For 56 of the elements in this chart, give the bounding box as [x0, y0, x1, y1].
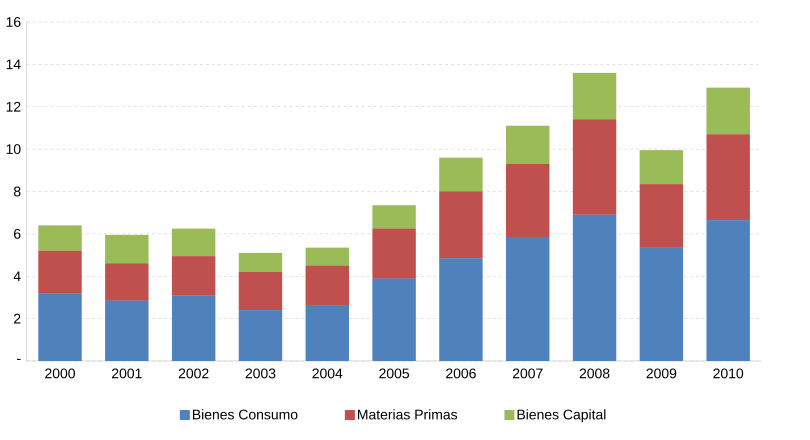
bar [105, 234, 149, 264]
x-tick-label: 2008 [580, 368, 610, 378]
bar [506, 126, 550, 164]
x-tick-label: 2006 [446, 368, 476, 378]
y-tick-label: 16 [6, 17, 20, 27]
legend-label: Materias Primas [358, 409, 458, 420]
bar [572, 119, 616, 215]
bar [439, 158, 483, 192]
bar [306, 306, 349, 361]
x-tick-label: 2009 [646, 368, 676, 378]
y-tick-label: 8 [14, 186, 20, 196]
bar [38, 293, 82, 361]
bar [640, 184, 684, 248]
bar [506, 237, 550, 361]
bar [372, 228, 416, 278]
y-tick-label: - [17, 358, 20, 360]
y-tick-label: 14 [6, 60, 21, 70]
bar [706, 134, 750, 220]
legend-label: Bienes Capital [518, 409, 606, 422]
bar [306, 248, 349, 266]
bar [38, 250, 82, 294]
bar [372, 205, 416, 229]
bar [640, 150, 684, 184]
y-tick-label: 12 [6, 102, 20, 112]
x-tick-label: 2004 [312, 368, 342, 378]
bar [506, 164, 550, 238]
y-tick-label: 6 [14, 228, 20, 239]
legend-label: Bienes Consumo [192, 409, 298, 420]
x-tick-label: 2003 [246, 368, 276, 378]
x-tick-label: 2000 [45, 368, 75, 378]
x-tick-label: 2001 [112, 368, 142, 378]
bar [172, 256, 216, 296]
bar [640, 248, 684, 361]
x-tick-label: 2002 [178, 368, 208, 378]
bar [105, 300, 149, 361]
x-tick-label: 2005 [379, 368, 410, 378]
bar [572, 214, 616, 361]
bar [439, 191, 483, 258]
bar [38, 225, 82, 251]
x-tick-label: 2010 [713, 368, 744, 378]
bar [706, 88, 750, 134]
bar [238, 252, 282, 272]
bar [105, 264, 149, 301]
bar [439, 258, 483, 361]
bar [172, 228, 216, 256]
bar [372, 278, 416, 361]
x-tick-label: 2007 [512, 368, 543, 378]
y-tick-label: 4 [14, 271, 21, 282]
y-tick-label: 2 [14, 314, 20, 324]
y-tick-label: 10 [6, 144, 21, 154]
bar [706, 220, 750, 361]
bar [172, 295, 216, 361]
bar [238, 272, 282, 310]
bar [238, 310, 282, 361]
bar [306, 266, 349, 306]
bar [572, 72, 616, 120]
